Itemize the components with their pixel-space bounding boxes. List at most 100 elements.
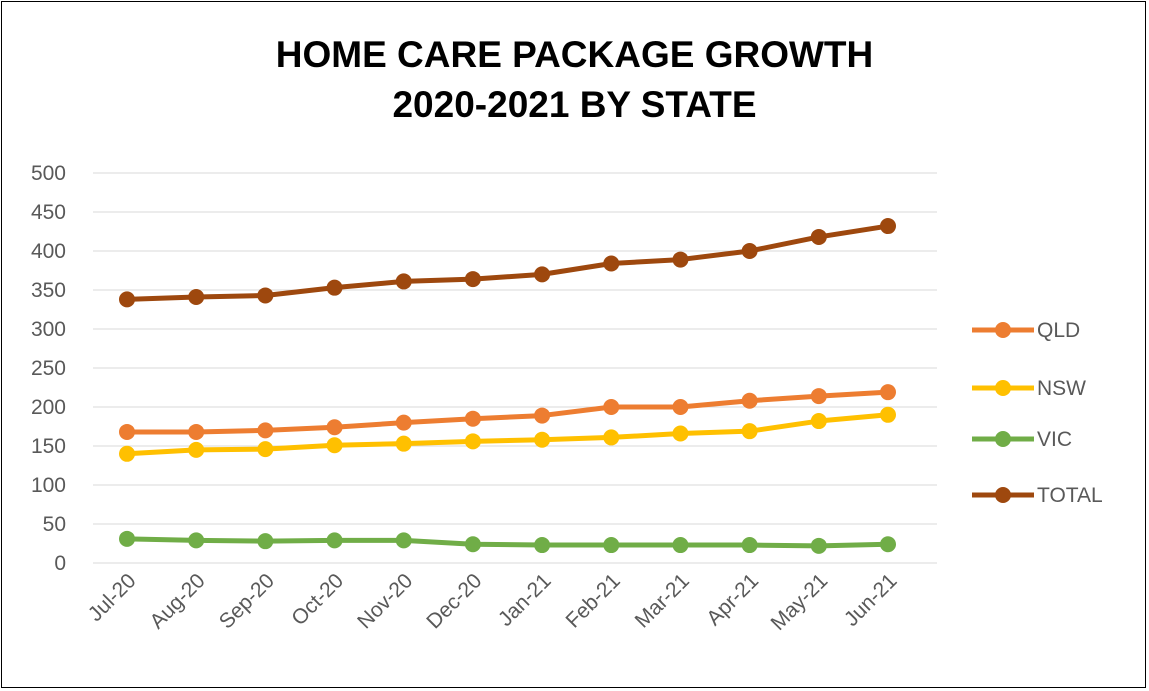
legend-item-total: TOTAL xyxy=(972,484,1103,507)
x-tick-label: May-21 xyxy=(767,569,833,635)
legend-label: TOTAL xyxy=(1037,484,1103,507)
data-point xyxy=(326,532,343,549)
data-point xyxy=(880,406,896,423)
y-tick-label: 100 xyxy=(31,474,66,497)
legend-marker xyxy=(995,487,1011,503)
data-point xyxy=(880,218,896,235)
data-point xyxy=(534,431,551,448)
chart-title-line-2: 2020-2021 BY STATE xyxy=(392,84,757,125)
data-point xyxy=(326,437,343,454)
series-total xyxy=(119,218,896,308)
y-tick-label: 300 xyxy=(31,318,66,341)
data-point xyxy=(188,532,205,549)
x-tick-label: Dec-20 xyxy=(422,569,486,633)
data-point xyxy=(534,537,551,554)
x-tick-label: Oct-20 xyxy=(287,569,348,630)
data-point xyxy=(326,419,343,436)
data-point xyxy=(395,532,412,549)
series-nsw xyxy=(119,406,896,462)
gridlines xyxy=(93,172,937,564)
series-line xyxy=(126,536,889,549)
data-point xyxy=(464,410,481,427)
legend-marker xyxy=(995,431,1011,447)
y-tick-label: 150 xyxy=(31,435,66,458)
data-point xyxy=(534,266,551,283)
y-tick-label: 0 xyxy=(54,552,66,575)
y-tick-label: 50 xyxy=(43,513,66,536)
legend-marker xyxy=(995,380,1011,396)
data-point xyxy=(880,384,896,401)
data-point xyxy=(741,537,758,554)
data-point xyxy=(603,537,620,554)
data-point xyxy=(119,445,135,462)
data-point xyxy=(257,533,274,550)
x-tick-label: Feb-21 xyxy=(561,569,624,632)
data-point xyxy=(119,291,135,308)
y-tick-label: 450 xyxy=(31,201,66,224)
data-point xyxy=(810,537,827,554)
data-point xyxy=(257,422,274,439)
y-axis-ticks: 0 50 100 150 200 250 300 350 400 450 500 xyxy=(31,162,66,575)
x-tick-label: Nov-20 xyxy=(353,569,417,633)
series-line xyxy=(126,223,889,302)
data-point xyxy=(257,287,274,304)
legend-item-nsw: NSW xyxy=(972,377,1086,400)
x-tick-label: Jul-20 xyxy=(84,569,141,626)
data-point xyxy=(395,435,412,452)
legend-item-qld: QLD xyxy=(972,319,1080,342)
chart-title-line-1: HOME CARE PACKAGE GROWTH xyxy=(275,34,874,75)
data-point xyxy=(464,271,481,288)
x-axis-ticks: Jul-20 Aug-20 Sep-20 Oct-20 Nov-20 Dec-20 Jan-… xyxy=(84,569,902,635)
data-point xyxy=(672,537,689,554)
data-point xyxy=(534,407,551,424)
x-tick-label: Jan-21 xyxy=(494,569,556,631)
x-tick-label: Aug-20 xyxy=(146,569,210,633)
legend-label: QLD xyxy=(1037,319,1080,342)
data-point xyxy=(603,429,620,446)
data-point xyxy=(395,273,412,290)
data-point xyxy=(741,243,758,259)
data-point xyxy=(464,433,481,450)
data-point xyxy=(119,423,135,440)
y-tick-label: 250 xyxy=(31,357,66,380)
series-vic xyxy=(119,530,896,554)
chart-title: HOME CARE PACKAGE GROWTH 2020-2021 BY ST… xyxy=(0,30,1149,130)
data-point xyxy=(188,423,205,440)
data-point xyxy=(810,228,827,245)
x-tick-label: Apr-21 xyxy=(702,569,763,630)
legend: QLD NSW VIC TOTAL xyxy=(972,319,1103,507)
data-point xyxy=(810,388,827,405)
series-qld xyxy=(119,384,896,440)
y-tick-label: 500 xyxy=(31,162,66,185)
y-tick-label: 200 xyxy=(31,396,66,419)
legend-marker xyxy=(995,322,1011,338)
data-point xyxy=(257,441,274,458)
data-point xyxy=(741,392,758,409)
series-line xyxy=(126,412,889,457)
y-tick-label: 350 xyxy=(31,279,66,302)
data-point xyxy=(741,423,758,440)
data-point xyxy=(188,441,205,458)
data-point xyxy=(119,530,135,547)
data-point xyxy=(603,255,620,272)
x-tick-label: Jun-21 xyxy=(840,569,902,631)
legend-item-vic: VIC xyxy=(972,428,1072,451)
data-point xyxy=(464,536,481,553)
data-point xyxy=(395,414,412,431)
legend-label: NSW xyxy=(1037,377,1086,400)
data-point xyxy=(603,399,620,415)
y-tick-label: 400 xyxy=(31,240,66,263)
data-point xyxy=(188,289,205,306)
data-point xyxy=(880,536,896,553)
data-point xyxy=(672,251,689,268)
series-lines xyxy=(119,218,896,554)
legend-label: VIC xyxy=(1037,428,1072,451)
series-line xyxy=(127,389,889,435)
data-point xyxy=(672,399,689,415)
x-tick-label: Mar-21 xyxy=(631,569,694,632)
data-point xyxy=(810,413,827,430)
x-tick-label: Sep-20 xyxy=(215,569,279,633)
data-point xyxy=(326,279,343,296)
